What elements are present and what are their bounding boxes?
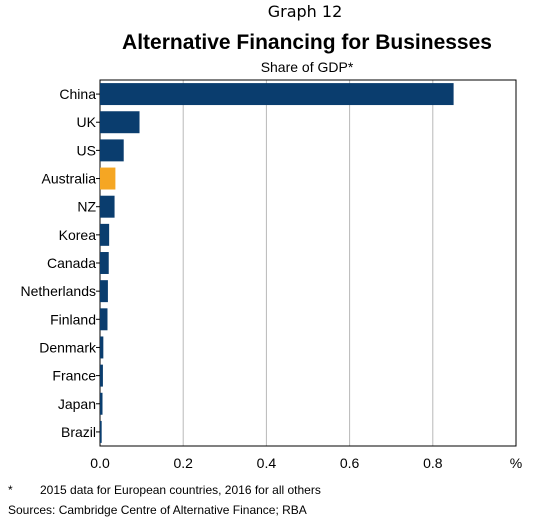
- chart-subtitle: Share of GDP*: [260, 59, 354, 75]
- bar-china: [100, 83, 454, 106]
- bar-japan: [100, 392, 103, 415]
- bar-brazil: [100, 420, 102, 443]
- bar-nz: [100, 195, 115, 218]
- category-label: Brazil: [61, 424, 96, 440]
- category-label: Japan: [58, 396, 96, 412]
- category-label: Netherlands: [21, 283, 97, 299]
- bar-denmark: [100, 336, 104, 359]
- bar-australia: [100, 167, 116, 190]
- bar-france: [100, 364, 103, 387]
- category-label: Denmark: [39, 339, 97, 355]
- footnote-text: 2015 data for European countries, 2016 f…: [40, 483, 321, 497]
- category-label: Canada: [47, 255, 96, 271]
- category-label: NZ: [77, 199, 96, 215]
- category-label: France: [52, 368, 96, 384]
- bar-korea: [100, 223, 110, 246]
- bar-netherlands: [100, 280, 108, 303]
- category-label: US: [77, 142, 96, 158]
- graph-number: Graph 12: [267, 2, 343, 21]
- bar-chart: China UK US Australia NZ Korea Canada Netherlan…: [21, 79, 522, 471]
- category-label: Korea: [59, 227, 97, 243]
- footnote-marker: *: [8, 483, 13, 497]
- bar-canada: [100, 252, 109, 274]
- chart-title: Alternative Financing for Businesses: [122, 31, 492, 54]
- sources-text: Sources: Cambridge Centre of Alternative…: [8, 503, 307, 517]
- category-label: UK: [77, 114, 97, 130]
- x-tick-label: 0.0: [90, 455, 110, 471]
- x-tick-label: 0.2: [173, 455, 193, 471]
- category-label: Australia: [42, 171, 97, 187]
- x-unit-label: %: [510, 455, 522, 471]
- bar-uk: [100, 111, 140, 134]
- x-tick-label: 0.6: [340, 455, 360, 471]
- category-label: China: [59, 86, 96, 102]
- plot-frame: [99, 79, 517, 447]
- bar-us: [100, 139, 124, 162]
- bar-finland: [100, 308, 108, 331]
- category-label: Finland: [50, 311, 96, 327]
- x-tick-label: 0.8: [423, 455, 443, 471]
- x-tick-label: 0.4: [257, 455, 277, 471]
